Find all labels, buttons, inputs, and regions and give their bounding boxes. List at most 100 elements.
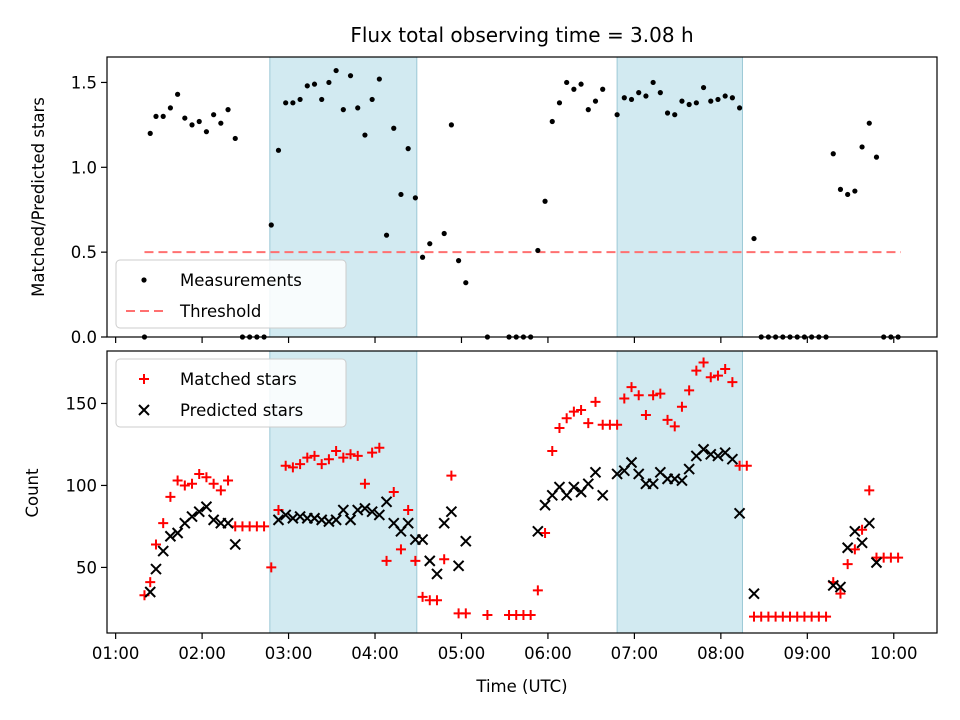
point-bottom-0-70 <box>669 421 680 432</box>
legend-label-bottom-1: Predicted stars <box>180 401 303 420</box>
point-bottom-1-59 <box>676 474 688 487</box>
xtick-label-3: 04:00 <box>351 644 399 663</box>
point-top-0-64 <box>643 93 649 99</box>
point-bottom-1-74 <box>863 517 875 529</box>
point-bottom-0-10 <box>208 478 219 489</box>
point-top-0-69 <box>679 98 685 104</box>
point-bottom-1-23 <box>344 514 357 526</box>
point-bottom-1-45 <box>568 481 580 493</box>
point-top-0-32 <box>369 96 375 103</box>
point-bottom-0-57 <box>576 405 587 416</box>
top-panel-ratio: 0.0 0.5 1.0 1.5 Measurements Threshold <box>71 56 938 347</box>
point-bottom-1-4 <box>171 527 184 539</box>
xtick-label-4: 05:00 <box>438 644 486 663</box>
point-bottom-0-77 <box>720 364 731 375</box>
point-bottom-0-53 <box>547 446 558 457</box>
point-bottom-0-24 <box>309 450 320 461</box>
point-top-0-23 <box>304 83 310 89</box>
point-top-0-43 <box>455 258 462 264</box>
point-top-0-12 <box>225 107 231 113</box>
point-top-0-40 <box>427 241 433 247</box>
point-top-0-73 <box>708 98 714 104</box>
point-bottom-0-51 <box>532 585 543 596</box>
point-bottom-1-21 <box>330 514 342 526</box>
point-bottom-0-67 <box>648 390 659 401</box>
shaded-interval-bottom-1 <box>616 350 743 634</box>
point-top-0-42 <box>448 122 454 128</box>
point-top-0-91 <box>845 191 851 198</box>
xtick-label-8: 09:00 <box>784 644 832 663</box>
point-top-0-28 <box>340 107 346 113</box>
point-bottom-1-2 <box>157 545 169 557</box>
ytick-label-bottom-2: 150 <box>66 394 98 413</box>
point-bottom-0-39 <box>417 591 428 602</box>
point-bottom-0-46 <box>482 609 493 620</box>
point-bottom-1-8 <box>200 501 213 513</box>
point-top-0-50 <box>535 247 541 254</box>
point-bottom-1-9 <box>207 514 220 526</box>
point-top-0-93 <box>859 144 865 150</box>
point-bottom-0-68 <box>655 388 666 399</box>
point-bottom-0-72 <box>684 385 695 396</box>
xtick-label-7: 08:00 <box>697 644 745 663</box>
point-top-0-18 <box>268 222 274 228</box>
point-bottom-0-56 <box>568 406 579 417</box>
point-bottom-1-41 <box>539 499 551 511</box>
point-bottom-1-53 <box>633 468 645 480</box>
point-top-0-95 <box>873 154 880 160</box>
point-top-0-53 <box>556 100 563 106</box>
point-bottom-1-67 <box>733 507 746 520</box>
axes-frame-bottom <box>106 350 938 634</box>
point-bottom-0-66 <box>640 409 651 420</box>
point-bottom-1-28 <box>380 496 393 508</box>
point-bottom-0-25 <box>316 459 327 470</box>
point-top-0-21 <box>290 100 296 106</box>
point-bottom-1-71 <box>841 542 854 554</box>
point-bottom-1-1 <box>150 563 162 575</box>
xtick-label-5: 06:00 <box>524 644 572 663</box>
point-bottom-0-41 <box>431 595 442 606</box>
point-top-0-13 <box>232 135 238 142</box>
legend-marker-top-0 <box>141 277 147 283</box>
point-top-0-78 <box>751 235 757 242</box>
point-top-0-65 <box>650 79 656 86</box>
point-bottom-0-27 <box>331 446 342 457</box>
xtick-label-2: 03:00 <box>265 644 313 663</box>
ytick-label-top-1: 0.5 <box>71 243 97 262</box>
point-bottom-0-58 <box>583 418 594 429</box>
point-bottom-1-73 <box>856 537 868 549</box>
point-top-0-68 <box>672 112 678 118</box>
point-top-0-20 <box>283 100 289 106</box>
point-bottom-0-59 <box>590 396 601 407</box>
point-top-0-58 <box>592 98 599 104</box>
point-top-0-6 <box>182 115 188 121</box>
point-bottom-1-40 <box>532 525 544 538</box>
point-top-0-24 <box>311 81 318 87</box>
point-top-0-1 <box>147 130 153 136</box>
point-top-0-56 <box>578 81 584 87</box>
point-bottom-0-21 <box>287 462 298 473</box>
point-top-0-27 <box>333 67 339 74</box>
point-bottom-0-101 <box>893 552 904 563</box>
point-top-0-10 <box>211 112 217 118</box>
point-top-0-57 <box>585 107 591 113</box>
point-bottom-0-94 <box>842 559 853 570</box>
point-bottom-0-28 <box>338 452 349 463</box>
point-bottom-0-7 <box>187 478 198 489</box>
point-bottom-0-96 <box>857 524 868 535</box>
point-bottom-0-52 <box>540 527 551 538</box>
point-bottom-0-73 <box>691 365 702 376</box>
point-bottom-0-36 <box>395 544 406 555</box>
point-top-0-66 <box>657 90 663 96</box>
point-bottom-0-17 <box>259 521 270 532</box>
point-bottom-0-34 <box>381 555 392 566</box>
point-bottom-1-37 <box>445 505 458 518</box>
point-bottom-1-48 <box>589 466 602 479</box>
ytick-label-bottom-1: 100 <box>66 476 98 495</box>
point-bottom-0-54 <box>554 423 565 434</box>
point-bottom-1-27 <box>373 509 386 521</box>
xtick-label-1: 02:00 <box>178 644 226 663</box>
point-bottom-0-55 <box>561 413 572 424</box>
point-bottom-0-18 <box>266 562 277 573</box>
